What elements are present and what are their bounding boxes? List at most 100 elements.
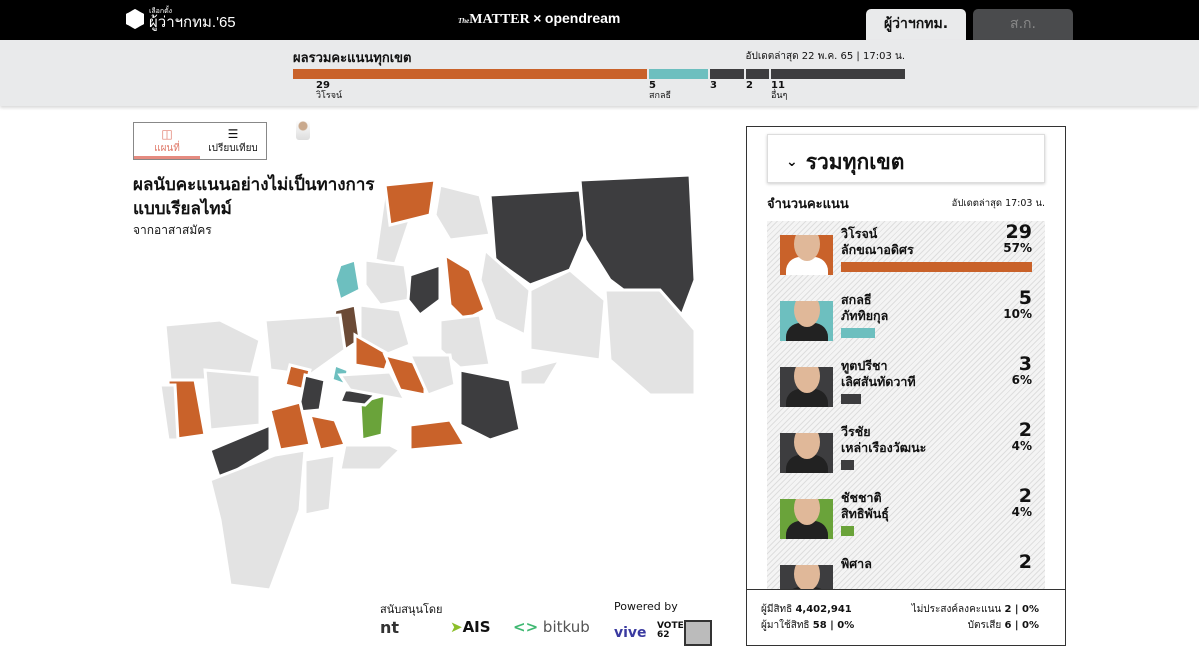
candidate-row[interactable]: วิโรจน์ ลักขณาอดิศร 29 57% bbox=[780, 223, 1032, 283]
candidate-photo bbox=[780, 367, 833, 407]
district-shape[interactable] bbox=[603, 288, 697, 397]
district-shape[interactable] bbox=[433, 183, 492, 242]
district-shape[interactable] bbox=[208, 422, 272, 483]
toggle-compare[interactable]: ☰ เปรียบเทียบ bbox=[200, 123, 266, 159]
candidate-row[interactable]: สกลธี ภัททิยกุล 5 10% bbox=[780, 289, 1032, 349]
summary-updated: อัปเดตล่าสุด 22 พ.ค. 65 | 17:03 น. bbox=[745, 51, 905, 62]
invalid-ballots: บัตรเสีย 6 | 0% bbox=[967, 620, 1039, 631]
segment-label: 5 สกลธี bbox=[649, 80, 671, 102]
candidate-votes: 3 6% bbox=[1011, 353, 1032, 387]
district-shape[interactable] bbox=[408, 418, 468, 452]
district-shape[interactable] bbox=[518, 357, 564, 387]
candidate-name: วิโรจน์ ลักขณาอดิศร bbox=[841, 226, 914, 257]
list-icon: ☰ bbox=[227, 127, 239, 141]
candidate-votes: 2 4% bbox=[1011, 485, 1032, 519]
district-shape[interactable] bbox=[296, 373, 327, 414]
candidate-row[interactable]: พิศาล 2 bbox=[780, 553, 1032, 589]
vote-share-bar bbox=[841, 394, 862, 404]
results-panel: ⌄ รวมทุกเขต จำนวนคะแนน อัปเดตล่าสุด 17:03… bbox=[746, 126, 1066, 646]
site-logo[interactable]: เลือกตั้ง ผู้ว่าฯกทม.'65 bbox=[126, 7, 236, 31]
candidate-votes: 29 57% bbox=[1003, 221, 1032, 255]
top-bar: เลือกตั้ง ผู้ว่าฯกทม.'65 TheMATTER × open… bbox=[0, 0, 1199, 40]
district-shape[interactable] bbox=[358, 392, 387, 442]
district-shape[interactable] bbox=[478, 247, 532, 338]
bangkok-district-map[interactable] bbox=[150, 140, 710, 600]
avatar bbox=[296, 120, 310, 140]
district-shape[interactable] bbox=[163, 318, 262, 382]
candidate-photo bbox=[780, 235, 833, 275]
tab-council[interactable]: ส.ก. bbox=[973, 9, 1073, 40]
district-shape[interactable] bbox=[303, 453, 337, 517]
vote-share-bar bbox=[841, 262, 1032, 272]
summary-bar: ผลรวมคะแนนทุกเขต อัปเดตล่าสุด 22 พ.ค. 65… bbox=[0, 40, 1199, 140]
district-shape[interactable] bbox=[333, 258, 362, 303]
candidate-photo bbox=[780, 565, 833, 589]
candidate-votes: 2 4% bbox=[1011, 419, 1032, 453]
eligible: ผู้มีสิทธิ 4,402,941 bbox=[761, 604, 852, 615]
ais-logo: ➤AIS bbox=[450, 618, 491, 636]
map-icon: ◫ bbox=[161, 127, 173, 141]
view-toggle: ◫ แผนที่ ☰ เปรียบเทียบ bbox=[133, 122, 267, 160]
vote-share-bar bbox=[841, 460, 855, 470]
district-shape[interactable] bbox=[443, 252, 487, 322]
candidate-list[interactable]: วิโรจน์ ลักขณาอดิศร 29 57% สกลธี ภัททิยกุล … bbox=[767, 221, 1045, 589]
candidate-name: วีรชัย เหล่าเรืองวัฒนะ bbox=[841, 424, 927, 455]
district-shape[interactable] bbox=[528, 268, 607, 362]
district-shape[interactable] bbox=[268, 400, 312, 452]
candidate-row[interactable]: ชัชชาติ สิทธิพันธุ์ 2 4% bbox=[780, 487, 1032, 547]
candidate-name: ทูตปรีชา เลิศสันทัดวาที bbox=[841, 358, 916, 389]
district-shape[interactable] bbox=[353, 332, 392, 372]
no-vote: ไม่ประสงค์ลงคะแนน 2 | 0% bbox=[911, 604, 1039, 615]
district-shape[interactable] bbox=[458, 368, 522, 442]
candidate-votes: 2 bbox=[1018, 551, 1032, 573]
logo-text: ผู้ว่าฯกทม.'65 bbox=[149, 14, 236, 31]
district-shape[interactable] bbox=[438, 313, 492, 370]
ballot-box-icon bbox=[126, 9, 144, 29]
district-shape[interactable] bbox=[338, 443, 403, 472]
segment-label: 3 bbox=[710, 80, 717, 91]
candidate-name: สกลธี ภัททิยกุล bbox=[841, 292, 889, 323]
district-shape[interactable] bbox=[407, 353, 457, 397]
district-shape[interactable] bbox=[337, 370, 408, 403]
district-shape[interactable] bbox=[363, 258, 412, 307]
segment-bar bbox=[746, 69, 769, 79]
logo-small: เลือกตั้ง bbox=[149, 7, 173, 15]
vive-logo: vive bbox=[614, 625, 647, 641]
powered-label: Powered by bbox=[614, 600, 678, 613]
district-dropdown[interactable]: ⌄ รวมทุกเขต bbox=[767, 134, 1045, 183]
candidate-votes: 5 10% bbox=[1003, 287, 1032, 321]
votes-heading: จำนวนคะแนน bbox=[767, 197, 849, 212]
district-shape[interactable] bbox=[203, 368, 262, 432]
vote-share-bar bbox=[841, 526, 855, 536]
nt-logo: nt bbox=[380, 618, 400, 637]
candidate-row[interactable]: ทูตปรีชา เลิศสันทัดวาที 3 6% bbox=[780, 355, 1032, 415]
segment-bar bbox=[293, 69, 647, 79]
district-shape[interactable] bbox=[307, 413, 348, 452]
map-title: ผลนับคะแนนอย่างไม่เป็นทางการ แบบเรียลไทม… bbox=[133, 175, 375, 219]
candidate-photo bbox=[780, 433, 833, 473]
candidate-photo bbox=[780, 499, 833, 539]
candidate-row[interactable]: วีรชัย เหล่าเรืองวัฒนะ 2 4% bbox=[780, 421, 1032, 481]
vote62-logo: VOTE 62 bbox=[657, 621, 684, 640]
toggle-map[interactable]: ◫ แผนที่ bbox=[134, 123, 200, 159]
candidate-photo bbox=[780, 301, 833, 341]
summary-title: ผลรวมคะแนนทุกเขต bbox=[293, 51, 412, 66]
bitkub-logo: <> bitkub bbox=[513, 618, 590, 636]
vote-share-bar bbox=[841, 328, 875, 338]
turnout: ผู้มาใช้สิทธิ 58 | 0% bbox=[761, 620, 855, 631]
segment-label: 29 วิโรจน์ bbox=[316, 80, 343, 102]
map-subtitle: จากอาสาสมัคร bbox=[133, 223, 212, 237]
district-shape[interactable] bbox=[383, 178, 437, 227]
vote62-box-icon bbox=[684, 620, 712, 646]
tab-governor[interactable]: ผู้ว่าฯกทม. bbox=[866, 9, 966, 40]
district-shape[interactable] bbox=[158, 383, 180, 442]
candidate-name: ชัชชาติ สิทธิพันธุ์ bbox=[841, 490, 889, 521]
segment-label: 11 อื่นๆ bbox=[771, 80, 788, 102]
candidate-name: พิศาล bbox=[841, 556, 872, 571]
chevron-down-icon: ⌄ bbox=[786, 154, 798, 170]
district-shape[interactable] bbox=[263, 313, 347, 377]
district-shape[interactable] bbox=[208, 448, 307, 592]
segment-label: 2 bbox=[746, 80, 753, 91]
brand: TheMATTER × opendream bbox=[458, 10, 621, 27]
district-shape[interactable] bbox=[406, 262, 442, 318]
